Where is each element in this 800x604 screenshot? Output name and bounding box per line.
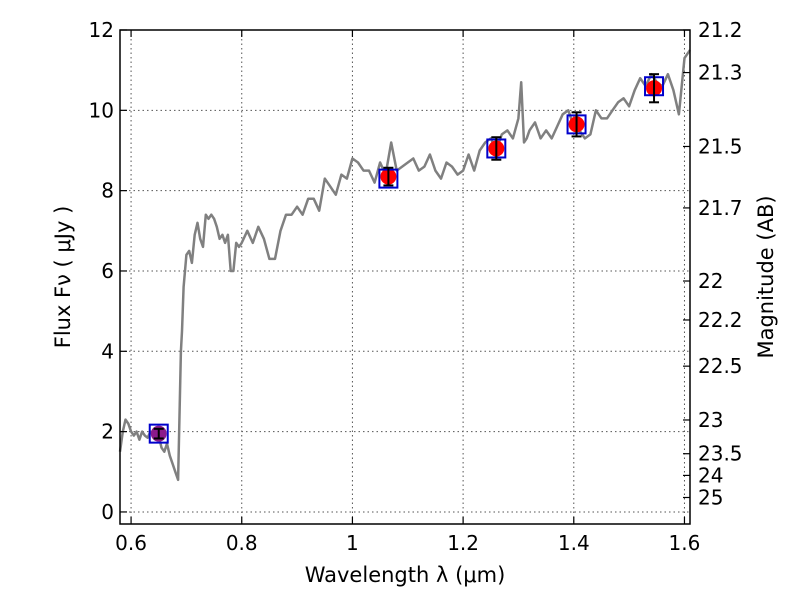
x-tick-label: 1.6 — [669, 531, 701, 555]
plot-frame — [119, 29, 691, 525]
mag-tick-label: 22 — [698, 269, 723, 293]
y-tick-label: 6 — [101, 259, 114, 283]
y-tick-label: 4 — [101, 339, 114, 363]
mag-tick-label: 21.7 — [698, 196, 743, 220]
grid-lines — [120, 29, 690, 524]
mag-tick-label: 24 — [698, 463, 723, 487]
mag-tick-label: 21.5 — [698, 134, 743, 158]
mag-tick-label: 22.2 — [698, 308, 743, 332]
mag-tick-label: 22.5 — [698, 354, 743, 378]
right-axis-title: Magnitude (AB) — [754, 195, 778, 358]
mag-tick-label: 23.5 — [698, 442, 743, 466]
x-axis-title: Wavelength λ (μm) — [305, 563, 506, 587]
y-tick-label: 0 — [101, 500, 114, 524]
mag-tick-label: 25 — [698, 485, 723, 509]
y-axis-title: Flux Fν ( μJy ) — [51, 206, 75, 349]
x-tick-label: 1 — [346, 531, 359, 555]
photometry-points — [148, 73, 665, 444]
y-tick-label: 12 — [89, 18, 114, 42]
mag-tick-label: 21.2 — [698, 18, 743, 42]
model-flux-square — [148, 423, 169, 444]
x-tick-label: 1.4 — [558, 531, 590, 555]
x-tick-label: 1.2 — [447, 531, 479, 555]
mag-tick-label: 21.3 — [698, 61, 743, 85]
x-tick-label: 0.6 — [115, 531, 147, 555]
y-tick-label: 10 — [89, 98, 114, 122]
x-tick-label: 0.8 — [226, 531, 258, 555]
y-tick-label: 8 — [101, 179, 114, 203]
sed-model-spectrum — [118, 49, 692, 482]
y-tick-label: 2 — [101, 420, 114, 444]
mag-tick-label: 23 — [698, 408, 723, 432]
